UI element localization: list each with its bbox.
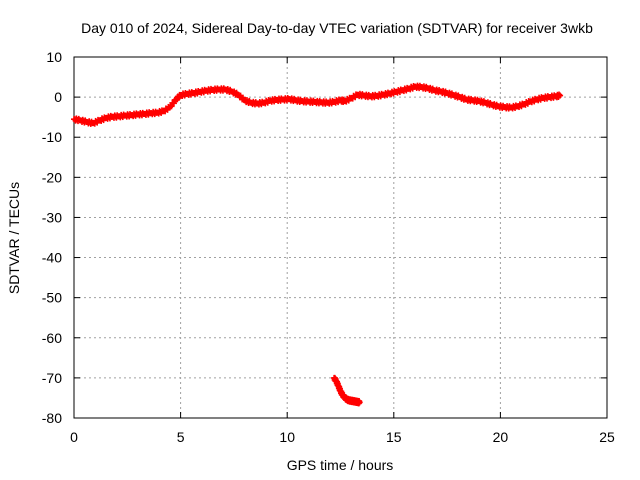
y-tick-label: 0: [54, 89, 62, 105]
data-points: [71, 82, 564, 407]
y-tick-label: -80: [42, 410, 62, 426]
x-axis-label: GPS time / hours: [287, 457, 394, 473]
y-tick-label: -10: [42, 129, 62, 145]
grid-lines: [74, 57, 607, 418]
x-tick-label: 10: [279, 429, 295, 445]
y-tick-label: -30: [42, 209, 62, 225]
data-point: [356, 399, 363, 406]
y-axis-label: SDTVAR / TECUs: [6, 182, 22, 294]
y-tick-label: -40: [42, 250, 62, 266]
chart-title: Day 010 of 2024, Sidereal Day-to-day VTE…: [81, 20, 593, 36]
x-tick-label: 0: [70, 429, 78, 445]
x-axis-ticks: 0 5 10 15 20 25: [70, 57, 615, 445]
y-tick-label: -60: [42, 330, 62, 346]
x-tick-label: 25: [599, 429, 615, 445]
plot-area-border: [73, 56, 608, 419]
y-tick-label: -50: [42, 290, 62, 306]
data-point: [557, 92, 564, 99]
y-tick-label: -70: [42, 370, 62, 386]
x-tick-label: 15: [386, 429, 402, 445]
x-tick-label: 5: [177, 429, 185, 445]
y-tick-label: 10: [46, 49, 62, 65]
y-axis-ticks: 10 0 -10 -20 -30 -40 -50 -60 -70 -80: [42, 49, 607, 426]
y-tick-label: -20: [42, 169, 62, 185]
x-tick-label: 20: [493, 429, 509, 445]
